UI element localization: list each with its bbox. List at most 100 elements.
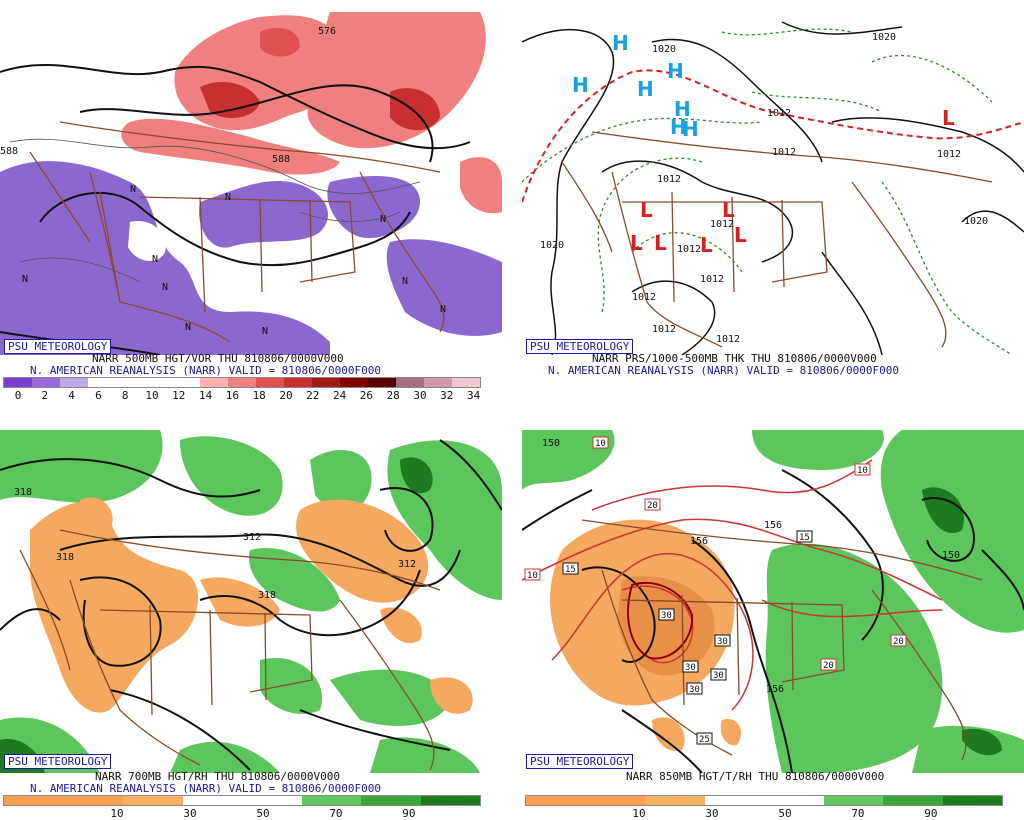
map-700mb-svg: 318 318 312 318 312 <box>0 430 502 773</box>
svg-text:N: N <box>262 326 268 337</box>
svg-text:20: 20 <box>823 661 834 671</box>
colorbar-tick-label: 30 <box>183 807 197 820</box>
colorbar-tick-label: 90 <box>402 807 416 820</box>
svg-text:15: 15 <box>565 565 576 575</box>
colorbar-tick-label: 50 <box>256 807 270 820</box>
panel-850mb-temp-rh: 150 156 156 150 156 10 20 10 15 15 30 30… <box>522 430 1024 820</box>
psu-badge: PSU METEOROLOGY <box>526 754 634 769</box>
svg-text:20: 20 <box>893 637 904 647</box>
map-850mb-labels: 150 156 156 150 156 <box>542 438 960 695</box>
colorbar-swatch <box>301 796 361 805</box>
colorbar-tick-label: 30 <box>413 389 427 402</box>
highs: H H H H H H H <box>572 31 699 141</box>
lows: L L L L L L L <box>630 106 955 257</box>
colorbar-rh <box>525 795 1003 806</box>
colorbar-tick-label: 20 <box>279 389 293 402</box>
svg-text:1012: 1012 <box>632 292 656 303</box>
colorbar-tick-label: 10 <box>145 389 159 402</box>
svg-text:H: H <box>572 73 589 97</box>
panel-700mb-rh: 318 318 312 318 312 PSU METEOROLOGY NARR… <box>0 430 502 820</box>
panel-pressure-thickness: H H H H H H H L L L L L L L 1020 1020 10… <box>522 12 1024 402</box>
colorbar-tick-label: 2 <box>41 389 49 402</box>
colorbar-rh <box>3 795 481 806</box>
colorbar-tick-label: 32 <box>440 389 454 402</box>
svg-text:1020: 1020 <box>652 44 676 55</box>
svg-text:L: L <box>722 198 735 222</box>
colorbar-swatch <box>645 796 705 805</box>
colorbar-tick-label: 14 <box>198 389 213 402</box>
svg-text:H: H <box>674 97 691 121</box>
colorbar-tick-label: 6 <box>95 389 102 402</box>
svg-text:30: 30 <box>685 663 696 673</box>
colorbar-swatch <box>883 796 943 805</box>
colorbar-swatch <box>420 796 480 805</box>
svg-text:L: L <box>654 231 667 255</box>
svg-text:1012: 1012 <box>652 324 676 335</box>
colorbar-tick-label: 70 <box>851 807 865 820</box>
colorbar-tick-label: 24 <box>332 389 347 402</box>
colorbar-swatch <box>88 378 116 387</box>
panel-500mb-vorticity: 576 588 588 N N N N N N N N N N PSU METE… <box>0 12 502 402</box>
colorbar-tick-label: 34 <box>466 389 481 402</box>
svg-text:N: N <box>440 304 446 315</box>
psu-badge: PSU METEOROLOGY <box>4 754 112 769</box>
colorbar-swatch <box>312 378 340 387</box>
colorbar-ticks: 10 30 50 70 90 <box>526 808 1002 820</box>
svg-text:H: H <box>667 59 684 83</box>
colorbar-swatch <box>452 378 480 387</box>
svg-text:H: H <box>682 117 699 141</box>
svg-text:1012: 1012 <box>700 274 724 285</box>
svg-text:1012: 1012 <box>772 147 796 158</box>
colorbar-tick-label: 90 <box>924 807 938 820</box>
svg-text:L: L <box>700 233 713 257</box>
svg-text:1020: 1020 <box>872 32 896 43</box>
svg-text:1012: 1012 <box>657 174 681 185</box>
temp-boxes: 10 20 10 15 15 30 30 30 30 30 25 20 20 1… <box>524 436 907 745</box>
colorbar-swatch <box>704 796 764 805</box>
svg-text:20: 20 <box>647 501 658 511</box>
svg-text:N: N <box>185 322 191 333</box>
colorbar-vorticity <box>3 377 481 388</box>
colorbar-swatch <box>32 378 60 387</box>
colorbar-swatch <box>60 378 88 387</box>
colorbar-swatch <box>172 378 200 387</box>
colorbar-swatch <box>823 796 883 805</box>
map-500mb: 576 588 588 N N N N N N N N N N PSU METE… <box>0 12 502 355</box>
svg-text:30: 30 <box>661 611 672 621</box>
colorbar-ticks: 0 2 4 6 8 10 12 14 16 18 20 22 24 26 28 30 32 34 <box>4 389 481 402</box>
svg-text:10: 10 <box>595 439 606 449</box>
map-700mb: 318 318 312 318 312 PSU METEOROLOGY <box>0 430 502 773</box>
map-pressure-svg: H H H H H H H L L L L L L L 1020 1020 10… <box>522 12 1024 355</box>
svg-text:150: 150 <box>542 438 560 449</box>
colorbar-swatch <box>396 378 424 387</box>
svg-text:H: H <box>612 31 629 55</box>
svg-text:1012: 1012 <box>677 244 701 255</box>
colorbar-swatch <box>368 378 396 387</box>
colorbar-tick-label: 12 <box>172 389 186 402</box>
svg-text:N: N <box>380 214 386 225</box>
svg-text:L: L <box>630 231 643 255</box>
svg-text:318: 318 <box>56 552 74 563</box>
svg-text:318: 318 <box>258 590 276 601</box>
svg-text:1020: 1020 <box>964 216 988 227</box>
map-pressure: H H H H H H H L L L L L L L 1020 1020 10… <box>522 12 1024 355</box>
svg-text:N: N <box>162 282 168 293</box>
panel-title-line1: NARR PRS/1000-500MB THK THU 810806/0000V… <box>592 352 877 365</box>
svg-text:30: 30 <box>689 685 700 695</box>
colorbar-tick-label: 28 <box>386 389 400 402</box>
svg-text:1012: 1012 <box>767 108 791 119</box>
map-500mb-labels: 576 588 588 N N N N N N N N N N <box>0 26 446 337</box>
map-850mb-svg: 150 156 156 150 156 10 20 10 15 15 30 30… <box>522 430 1024 773</box>
map-pressure-labels: 1020 1020 1012 1012 1012 1012 1020 1012 … <box>540 32 988 345</box>
svg-text:N: N <box>402 276 408 287</box>
psu-badge: PSU METEOROLOGY <box>4 339 112 354</box>
svg-text:156: 156 <box>690 536 708 547</box>
svg-text:156: 156 <box>766 684 784 695</box>
colorbar-swatch <box>526 796 586 805</box>
svg-text:1012: 1012 <box>710 219 734 230</box>
svg-text:312: 312 <box>243 532 261 543</box>
psu-badge: PSU METEOROLOGY <box>526 339 634 354</box>
map-850mb: 150 156 156 150 156 10 20 10 15 15 30 30… <box>522 430 1024 773</box>
svg-text:L: L <box>734 223 747 247</box>
svg-text:15: 15 <box>799 533 810 543</box>
